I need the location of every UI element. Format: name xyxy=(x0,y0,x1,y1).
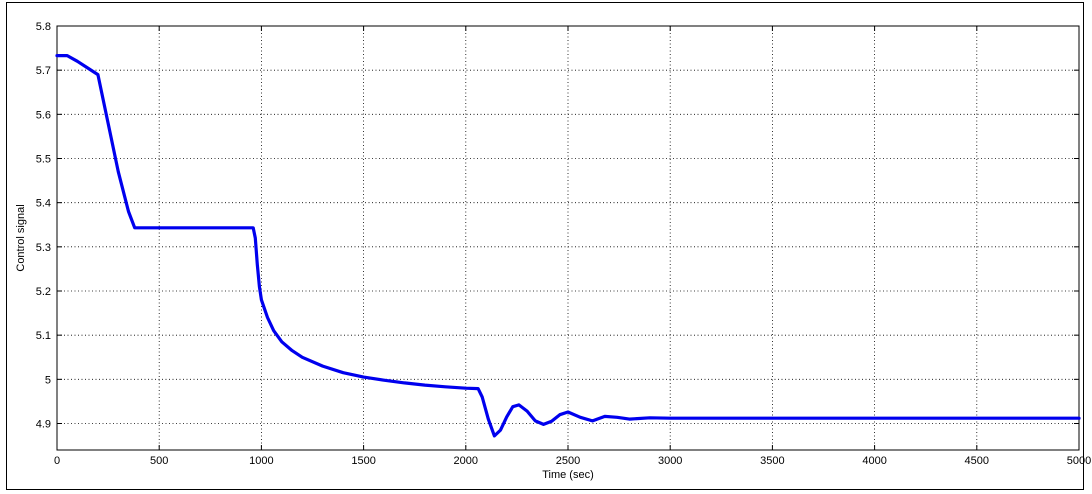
x-tick-label: 2000 xyxy=(454,455,478,467)
y-tick-label: 5.2 xyxy=(36,286,51,298)
x-tick-label: 4000 xyxy=(862,455,886,467)
chart-frame xyxy=(6,2,1084,490)
x-tick-label: 0 xyxy=(54,455,60,467)
x-tick-label: 2500 xyxy=(556,455,580,467)
x-tick-label: 1500 xyxy=(351,455,375,467)
x-tick-label: 4500 xyxy=(965,455,989,467)
y-axis-label: Control signal xyxy=(15,204,27,271)
y-tick-label: 5.8 xyxy=(36,21,51,33)
axis-ticks: 0 500 1000 1500 2000 2500 3000 3500 4000 4500 5000… xyxy=(36,21,1092,467)
x-axis-label: Time (sec) xyxy=(542,469,594,481)
y-tick-label: 4.9 xyxy=(36,419,51,431)
x-tick-label: 5000 xyxy=(1067,455,1091,467)
y-tick-label: 5.1 xyxy=(36,330,51,342)
x-tick-label: 1000 xyxy=(249,455,273,467)
y-tick-label: 5 xyxy=(45,374,51,386)
y-tick-label: 5.5 xyxy=(36,154,51,166)
grid-lines xyxy=(57,25,1079,450)
y-tick-label: 5.7 xyxy=(36,65,51,77)
y-tick-label: 5.6 xyxy=(36,109,51,121)
y-tick-label: 5.3 xyxy=(36,242,51,254)
series-group xyxy=(55,53,1081,438)
x-tick-label: 3000 xyxy=(658,455,682,467)
x-tick-label: 3500 xyxy=(760,455,784,467)
y-tick-label: 5.4 xyxy=(36,198,51,210)
series-line xyxy=(55,53,1081,438)
x-tick-label: 500 xyxy=(150,455,168,467)
